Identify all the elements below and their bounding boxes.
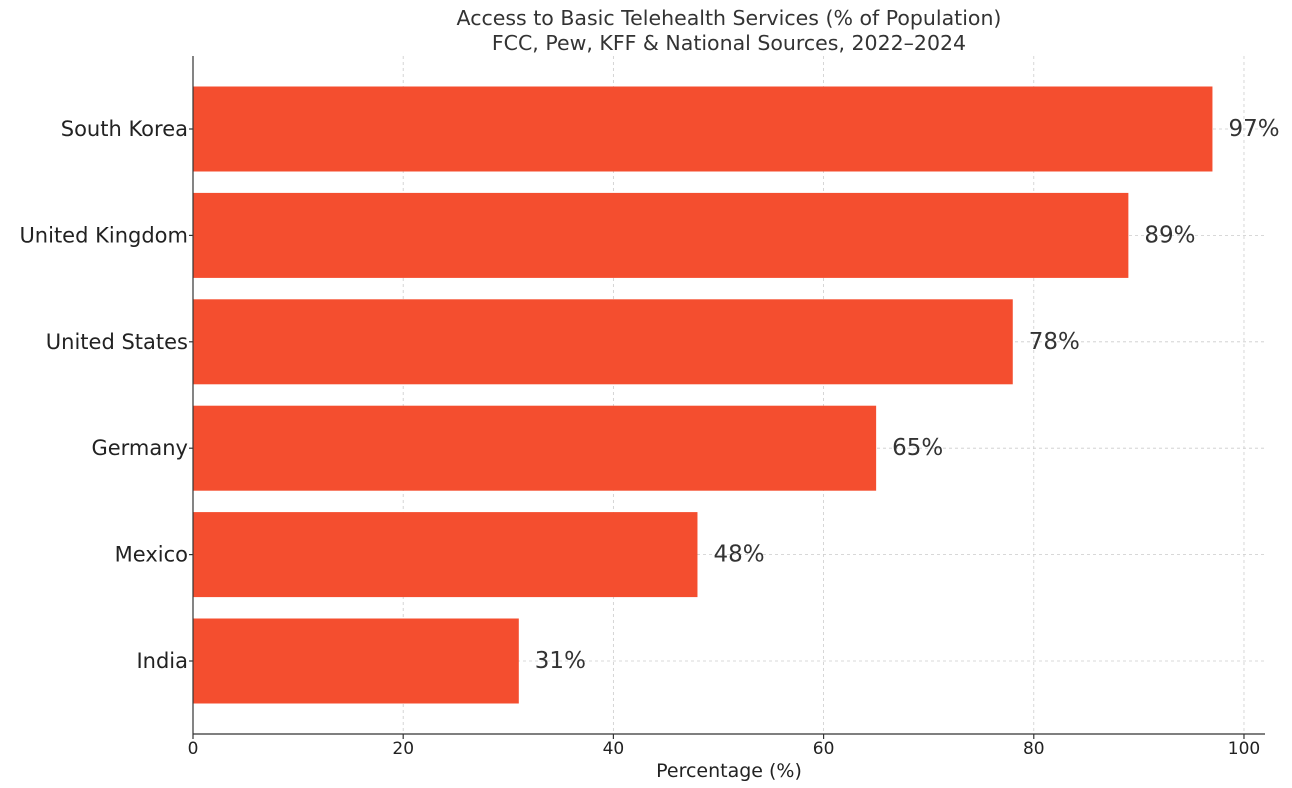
bar	[193, 192, 1129, 278]
data-label: 89%	[1144, 222, 1195, 248]
x-tick-label: 60	[813, 739, 835, 759]
value-labels: 97% 89% 78% 65% 48% 31%	[535, 116, 1280, 674]
category-label: United States	[46, 330, 188, 354]
x-tick-labels: 0 20 40 60 80 100	[188, 128, 1260, 759]
x-tick-label: 0	[188, 739, 199, 759]
bar	[193, 299, 1013, 385]
data-label: 78%	[1029, 329, 1080, 355]
category-labels: South Korea United Kingdom United States Ge…	[19, 117, 188, 673]
x-tick-label: 20	[392, 739, 414, 759]
bar	[193, 405, 877, 491]
x-axis-title: Percentage (%)	[656, 760, 802, 782]
chart-title: Access to Basic Telehealth Services (% o…	[457, 6, 1002, 30]
category-label: United Kingdom	[19, 223, 188, 247]
x-tick-label: 100	[1228, 739, 1260, 759]
bar	[193, 618, 519, 704]
bars	[193, 86, 1213, 704]
x-tick-label: 40	[603, 739, 625, 759]
bar	[193, 86, 1213, 172]
category-label: India	[136, 649, 188, 673]
category-label: South Korea	[61, 117, 188, 141]
data-label: 97%	[1228, 116, 1279, 142]
x-tick-label: 80	[1023, 739, 1045, 759]
category-label: Mexico	[115, 543, 188, 567]
data-label: 48%	[713, 542, 764, 568]
data-label: 65%	[892, 435, 943, 461]
chart-subtitle: FCC, Pew, KFF & National Sources, 2022–2…	[492, 31, 966, 55]
category-label: Germany	[91, 436, 188, 460]
data-label: 31%	[535, 648, 586, 674]
bar	[193, 512, 698, 598]
